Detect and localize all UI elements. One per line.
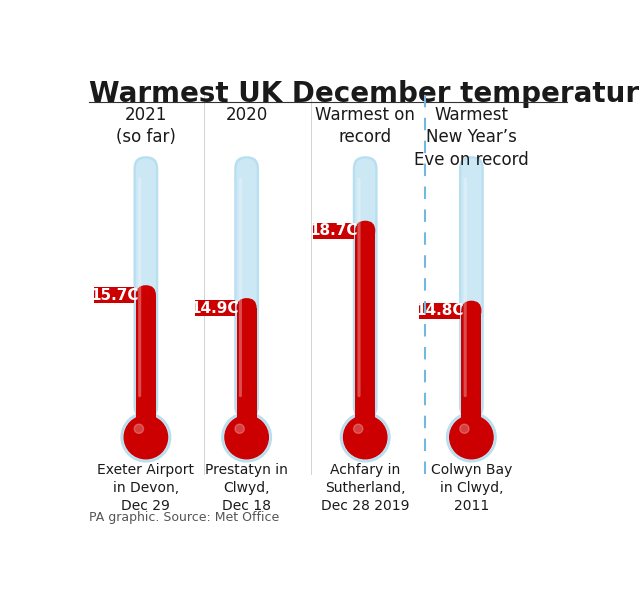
FancyBboxPatch shape xyxy=(358,178,360,397)
FancyBboxPatch shape xyxy=(313,223,353,239)
Circle shape xyxy=(450,415,493,459)
FancyBboxPatch shape xyxy=(355,221,375,241)
Text: Warmest on
record: Warmest on record xyxy=(316,106,415,146)
Text: 14.9C: 14.9C xyxy=(191,300,239,315)
Circle shape xyxy=(134,424,143,433)
FancyBboxPatch shape xyxy=(237,158,257,417)
FancyBboxPatch shape xyxy=(134,156,158,419)
Bar xyxy=(237,308,257,417)
Text: Prestatyn in
Clwyd,
Dec 18: Prestatyn in Clwyd, Dec 18 xyxy=(205,462,288,514)
FancyBboxPatch shape xyxy=(239,178,242,397)
Circle shape xyxy=(353,424,363,433)
Bar xyxy=(355,411,375,437)
FancyBboxPatch shape xyxy=(463,178,467,397)
Bar xyxy=(237,411,257,437)
Text: 18.7C: 18.7C xyxy=(309,223,358,238)
Circle shape xyxy=(235,424,244,433)
FancyBboxPatch shape xyxy=(138,178,141,397)
Circle shape xyxy=(225,415,268,459)
Circle shape xyxy=(124,415,168,459)
FancyBboxPatch shape xyxy=(136,285,156,305)
Text: Warmest
New Year’s
Eve on record: Warmest New Year’s Eve on record xyxy=(414,106,529,169)
Circle shape xyxy=(343,415,388,459)
Circle shape xyxy=(124,415,168,459)
FancyBboxPatch shape xyxy=(136,158,156,417)
Circle shape xyxy=(447,412,496,462)
Bar xyxy=(461,411,481,437)
Text: 15.7C: 15.7C xyxy=(90,288,138,303)
FancyBboxPatch shape xyxy=(234,156,259,419)
FancyBboxPatch shape xyxy=(461,300,481,321)
Circle shape xyxy=(121,412,171,462)
Text: Achfary in
Sutherland,
Dec 28 2019: Achfary in Sutherland, Dec 28 2019 xyxy=(321,462,410,514)
Bar xyxy=(355,231,375,417)
FancyBboxPatch shape xyxy=(461,158,481,417)
Text: Colwyn Bay
in Clwyd,
2011: Colwyn Bay in Clwyd, 2011 xyxy=(431,462,512,514)
Bar xyxy=(461,311,481,417)
Circle shape xyxy=(449,415,494,459)
FancyBboxPatch shape xyxy=(237,298,257,318)
FancyBboxPatch shape xyxy=(353,156,378,419)
Circle shape xyxy=(344,415,387,459)
Circle shape xyxy=(222,412,271,462)
Text: 14.8C: 14.8C xyxy=(415,303,464,318)
Text: Warmest UK December temperatures: Warmest UK December temperatures xyxy=(90,80,640,108)
FancyBboxPatch shape xyxy=(94,287,134,303)
Text: 2020: 2020 xyxy=(225,106,268,124)
Bar xyxy=(136,295,156,417)
Text: Exeter Airport
in Devon,
Dec 29: Exeter Airport in Devon, Dec 29 xyxy=(97,462,195,514)
Text: 2021
(so far): 2021 (so far) xyxy=(116,106,176,146)
Circle shape xyxy=(224,415,269,459)
FancyBboxPatch shape xyxy=(459,156,484,419)
Circle shape xyxy=(460,424,469,433)
FancyBboxPatch shape xyxy=(355,158,375,417)
Circle shape xyxy=(340,412,390,462)
Bar xyxy=(136,411,156,437)
Text: PA graphic. Source: Met Office: PA graphic. Source: Met Office xyxy=(90,511,280,524)
FancyBboxPatch shape xyxy=(419,303,460,318)
FancyBboxPatch shape xyxy=(195,300,235,316)
